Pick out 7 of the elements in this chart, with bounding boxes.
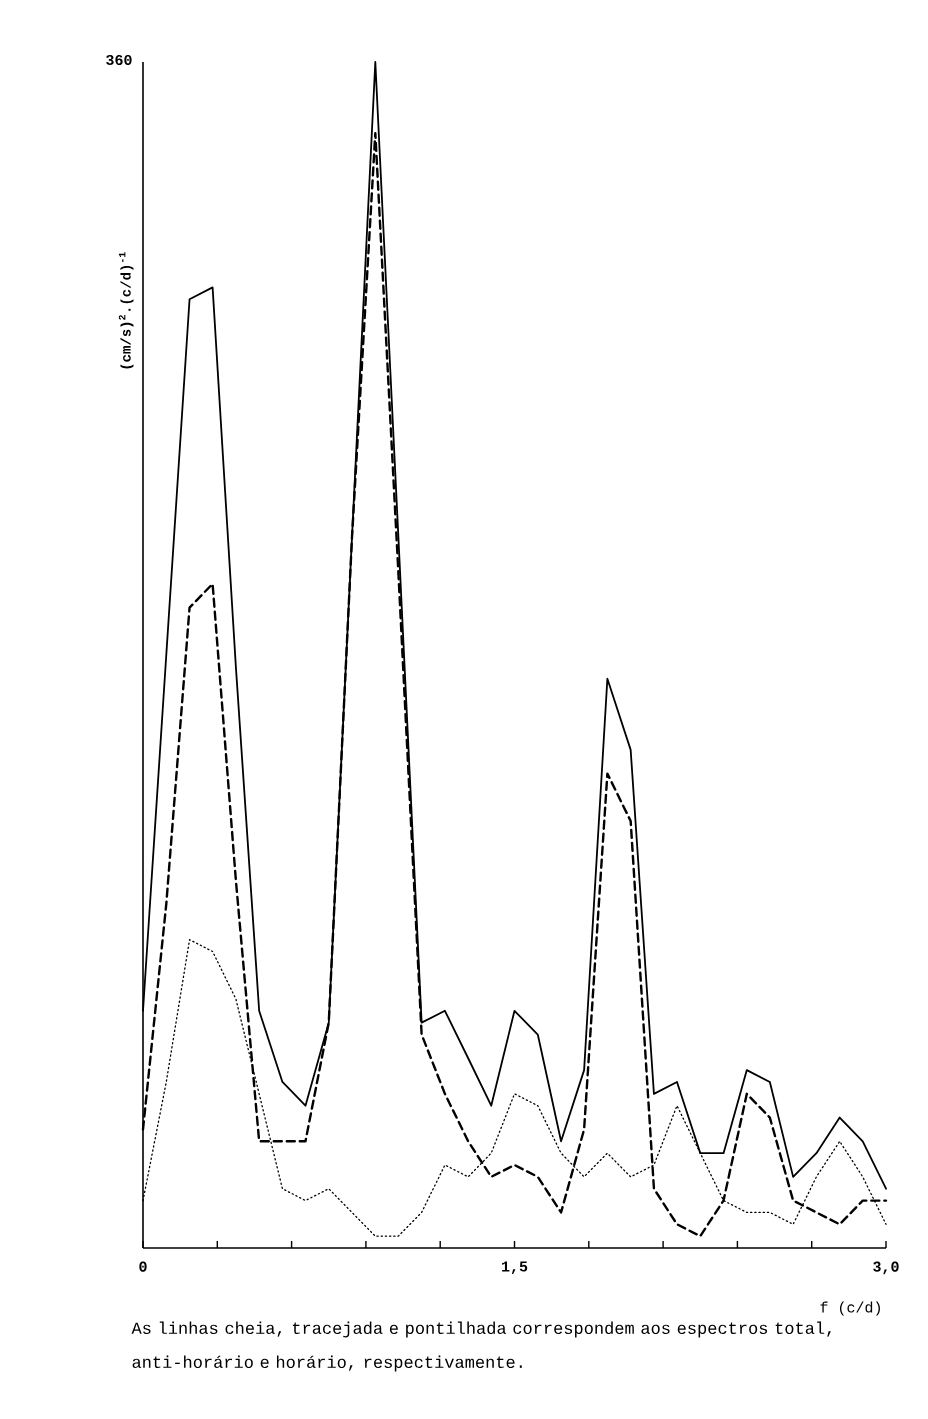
x-tick-label: 3,0	[873, 1261, 899, 1275]
x-axis-title: f (c/d)	[820, 1301, 880, 1316]
text: 360	[106, 54, 132, 66]
x-tick-label: 0	[139, 1261, 147, 1272]
y-axis-title: (cm/s)$^{2}$.(c/d)$^{-1}$	[118, 252, 134, 369]
x-tick-label: 1,5	[502, 1261, 528, 1275]
text: As linhas cheia, tracejada e pontilhada correspondem aos espectros total, anti-horário e horário, respectivamente.	[131, 1321, 831, 1372]
